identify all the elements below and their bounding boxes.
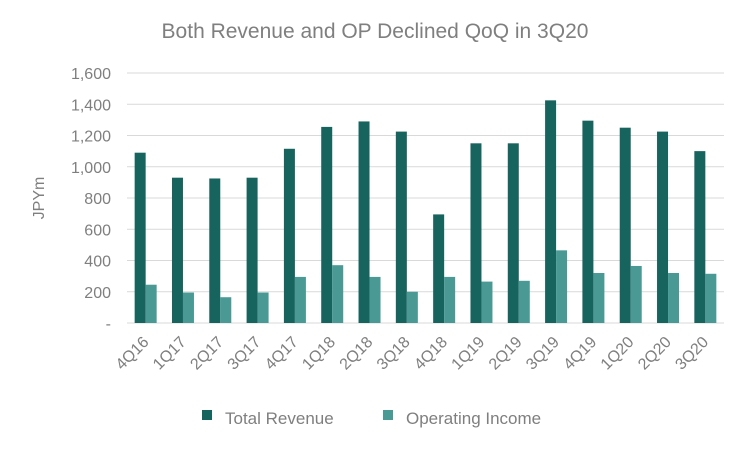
x-tick-label: 2Q17 (187, 334, 227, 374)
bar-total-revenue-4q18 (433, 214, 445, 323)
x-tick-label: 1Q18 (299, 334, 339, 374)
bar-operating-income-3q18 (406, 291, 418, 323)
x-tick-label: 2Q19 (486, 334, 526, 374)
y-tick-label: 1,400 (71, 97, 111, 114)
x-axis-ticks: 4Q161Q172Q173Q174Q171Q182Q183Q184Q181Q19… (113, 334, 712, 374)
x-tick-label: 4Q18 (411, 334, 451, 374)
legend-swatch-operating-income (383, 410, 393, 420)
bar-total-revenue-4q19 (582, 120, 594, 323)
bar-operating-income-3q19 (556, 250, 568, 323)
x-tick-label: 4Q16 (113, 334, 153, 374)
y-axis-ticks: - 200 400 600 800 1,000 1,200 1,400 1,600 (71, 66, 111, 333)
legend-label-total-revenue: Total Revenue (225, 409, 334, 428)
bar-total-revenue-1q17 (171, 177, 183, 323)
y-tick-label: 1,200 (71, 129, 111, 146)
y-tick-label: - (106, 316, 111, 333)
bar-total-revenue-2q19 (507, 143, 519, 323)
y-tick-label: 400 (84, 254, 111, 271)
x-tick-label: 3Q18 (374, 334, 414, 374)
bar-operating-income-2q20 (668, 273, 680, 323)
bar-total-revenue-1q18 (321, 126, 333, 323)
bar-total-revenue-4q16 (134, 152, 146, 323)
y-tick-label: 200 (84, 285, 111, 302)
x-tick-label: 2Q20 (635, 334, 675, 374)
bar-total-revenue-2q18 (358, 121, 370, 323)
x-tick-label: 4Q17 (262, 334, 302, 374)
bar-operating-income-2q19 (518, 280, 530, 323)
bar-total-revenue-3q17 (246, 177, 258, 323)
x-tick-label: 3Q20 (672, 334, 712, 374)
bar-total-revenue-3q20 (694, 151, 706, 323)
bar-total-revenue-3q18 (395, 131, 407, 323)
bar-operating-income-2q18 (369, 276, 381, 323)
bar-total-revenue-3q19 (545, 100, 557, 323)
bar-operating-income-1q20 (630, 265, 642, 323)
bar-operating-income-4q19 (593, 273, 605, 323)
x-tick-label: 1Q19 (449, 334, 489, 374)
bar-operating-income-2q17 (220, 297, 232, 323)
x-tick-label: 2Q18 (337, 334, 377, 374)
bar-total-revenue-4q17 (283, 148, 295, 323)
bar-operating-income-1q18 (332, 265, 344, 323)
y-axis-label: JPYm (31, 177, 48, 220)
y-tick-label: 600 (84, 222, 111, 239)
bar-total-revenue-1q20 (619, 127, 631, 323)
bars (134, 100, 717, 323)
gridlines (127, 72, 724, 324)
bar-operating-income-3q17 (257, 292, 269, 323)
bar-operating-income-4q16 (145, 284, 157, 323)
legend-swatch-total-revenue (202, 410, 212, 420)
bar-total-revenue-2q17 (209, 178, 221, 323)
x-tick-label: 4Q19 (561, 334, 601, 374)
bar-total-revenue-1q19 (470, 143, 482, 323)
y-tick-label: 1,000 (71, 160, 111, 177)
x-tick-label: 1Q20 (598, 334, 638, 374)
bar-total-revenue-2q20 (657, 131, 669, 323)
y-tick-label: 1,600 (71, 66, 111, 83)
x-tick-label: 1Q17 (150, 334, 190, 374)
bar-operating-income-4q17 (294, 276, 306, 323)
bar-operating-income-4q18 (444, 276, 456, 323)
bar-operating-income-1q19 (481, 281, 493, 323)
bar-operating-income-3q20 (705, 273, 717, 323)
chart-title: Both Revenue and OP Declined QoQ in 3Q20 (162, 20, 589, 43)
legend-label-operating-income: Operating Income (406, 409, 541, 428)
legend: Total Revenue Operating Income (202, 409, 541, 428)
x-tick-label: 3Q17 (225, 334, 265, 374)
bar-operating-income-1q17 (182, 292, 194, 323)
y-tick-label: 800 (84, 191, 111, 208)
x-tick-label: 3Q19 (523, 334, 563, 374)
